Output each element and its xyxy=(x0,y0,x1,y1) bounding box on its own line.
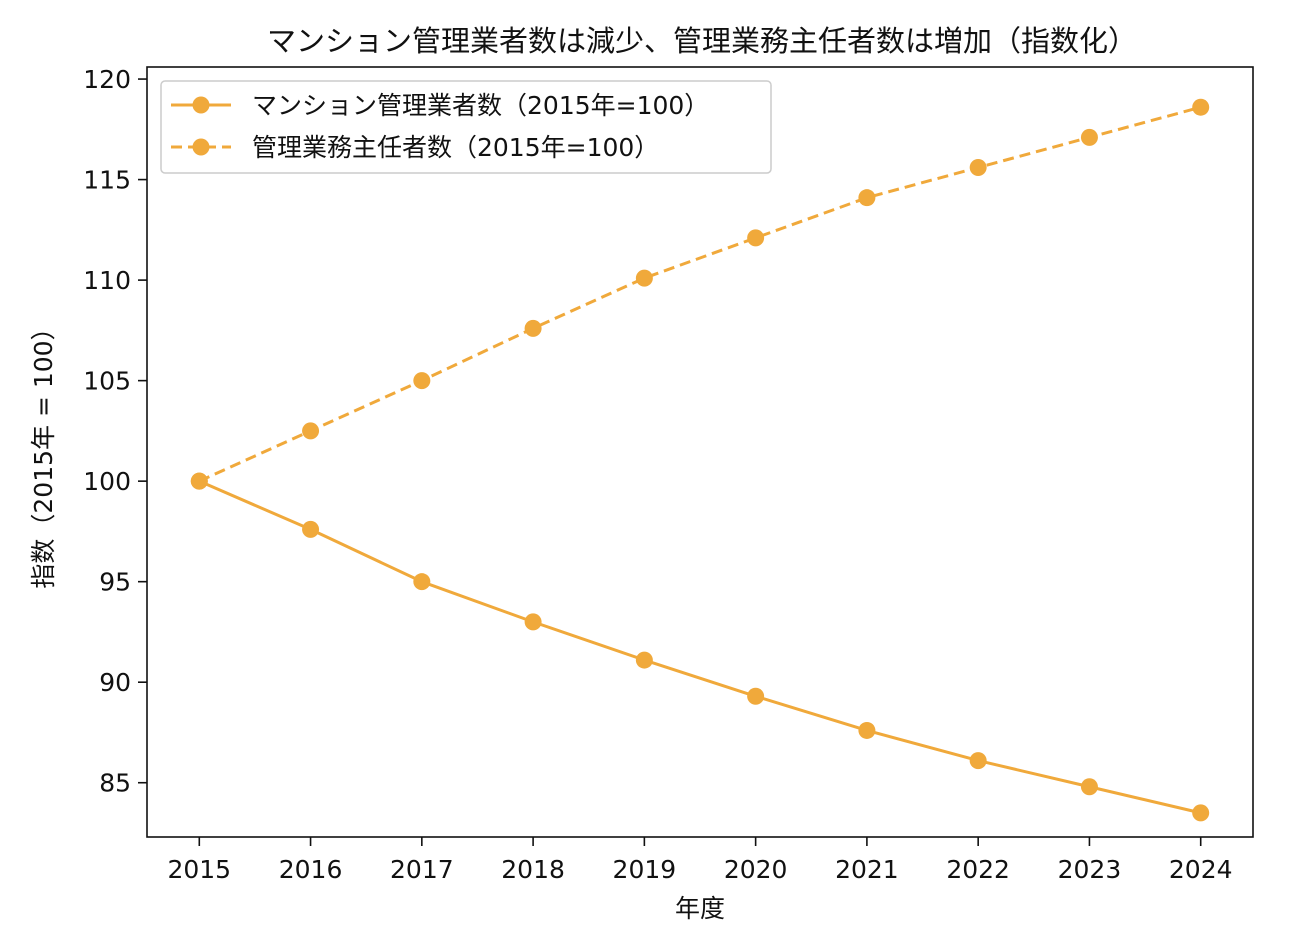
data-point-management-companies-2020 xyxy=(747,687,765,705)
data-point-chief-managers-2023 xyxy=(1080,128,1098,146)
legend: マンション管理業者数（2015年=100） 管理業務主任者数（2015年=100… xyxy=(160,80,772,174)
series-line-management-companies xyxy=(198,479,1202,815)
x-tick-label: 2019 xyxy=(613,855,677,884)
data-point-management-companies-2017 xyxy=(413,573,431,591)
legend-label-chief-managers: 管理業務主任者数（2015年=100） xyxy=(252,133,659,162)
x-tick-label: 2017 xyxy=(390,855,454,884)
chart-title: マンション管理業者数は減少、管理業務主任者数は増加（指数化） xyxy=(267,24,1137,58)
plot-area-frame xyxy=(146,66,1254,838)
legend-marker-chief-managers xyxy=(192,138,210,156)
legend-marker-management-companies xyxy=(192,96,210,114)
data-point-chief-managers-2019 xyxy=(635,269,653,287)
legend-box xyxy=(160,80,772,174)
x-axis: 2015 2016 2017 2018 2019 2020 2021 2022 2023 2024 xyxy=(167,837,1233,884)
y-tick-label: 115 xyxy=(83,166,131,195)
x-tick-label: 2018 xyxy=(501,855,565,884)
data-point-chief-managers-2022 xyxy=(969,159,987,177)
series-line-chief-managers xyxy=(198,105,1202,483)
y-tick-label: 85 xyxy=(99,769,131,798)
x-tick-label: 2020 xyxy=(724,855,788,884)
y-tick-label: 95 xyxy=(99,568,131,597)
x-axis-title: 年度 xyxy=(675,894,725,923)
legend-label-management-companies: マンション管理業者数（2015年=100） xyxy=(252,91,709,120)
data-point-management-companies-2024 xyxy=(1192,804,1210,822)
data-point-management-companies-2018 xyxy=(524,613,542,631)
y-tick-label: 90 xyxy=(99,668,131,697)
x-tick-label: 2021 xyxy=(835,855,899,884)
data-point-management-companies-2022 xyxy=(969,752,987,770)
data-point-management-companies-2023 xyxy=(1080,778,1098,796)
x-tick-label: 2015 xyxy=(167,855,231,884)
data-point-chief-managers-2024 xyxy=(1192,98,1210,116)
data-point-management-companies-2019 xyxy=(635,651,653,669)
x-tick-label: 2023 xyxy=(1058,855,1122,884)
data-point-chief-managers-2020 xyxy=(747,229,765,247)
x-tick-label: 2024 xyxy=(1169,855,1233,884)
y-tick-label: 105 xyxy=(83,367,131,396)
y-tick-label: 110 xyxy=(83,266,131,295)
y-axis: 85 90 95 100 105 110 115 120 xyxy=(83,65,147,798)
x-tick-label: 2022 xyxy=(946,855,1010,884)
data-point-management-companies-2016 xyxy=(302,520,320,538)
data-point-chief-managers-2015 xyxy=(190,472,208,490)
data-point-chief-managers-2018 xyxy=(524,319,542,337)
y-tick-label: 100 xyxy=(83,467,131,496)
series-layer xyxy=(190,98,1210,822)
data-point-management-companies-2021 xyxy=(858,721,876,739)
y-axis-title: 指数（2015年 = 100） xyxy=(29,315,58,588)
data-point-chief-managers-2021 xyxy=(858,189,876,207)
data-point-chief-managers-2017 xyxy=(413,372,431,390)
x-tick-label: 2016 xyxy=(279,855,343,884)
y-tick-label: 120 xyxy=(83,65,131,94)
data-point-chief-managers-2016 xyxy=(302,422,320,440)
